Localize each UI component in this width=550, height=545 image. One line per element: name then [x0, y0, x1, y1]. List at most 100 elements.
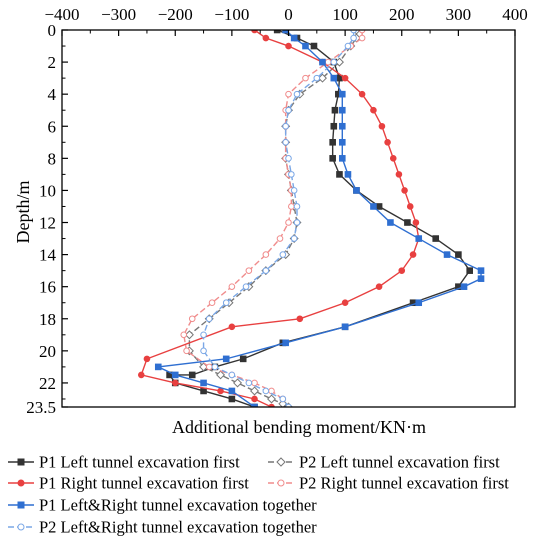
data-point [358, 34, 366, 42]
data-point [250, 386, 260, 396]
y-tick-label: 0 [48, 21, 57, 40]
series-5 [154, 30, 485, 407]
legend-label: P1 Left&Right tunnel excavation together [39, 496, 317, 515]
x-tick-label: 0 [284, 5, 293, 24]
data-point [338, 155, 346, 162]
data-point [216, 370, 226, 380]
y-tick-label: 10 [39, 181, 56, 200]
data-point [302, 74, 309, 82]
data-point [317, 73, 327, 83]
data-point [290, 235, 298, 242]
data-point [338, 138, 346, 146]
series-line [188, 30, 358, 407]
y-axis-title: Depth/m [13, 181, 33, 244]
data-point [205, 363, 213, 371]
x-tick-label: 200 [389, 5, 415, 24]
data-point [188, 371, 196, 379]
data-point [344, 42, 352, 50]
data-point [406, 203, 414, 210]
data-point [222, 355, 230, 363]
y-tick-label: 16 [39, 278, 56, 297]
data-point [171, 379, 179, 387]
y-tick-label: 23.5 [26, 398, 56, 417]
x-tick-label: −100 [214, 5, 249, 24]
data-point [17, 479, 25, 487]
data-point [296, 315, 304, 323]
data-point [17, 458, 25, 466]
data-point [329, 155, 336, 162]
data-point [282, 138, 289, 146]
data-point [353, 187, 360, 194]
data-point [293, 90, 301, 98]
data-point [398, 267, 406, 274]
data-point [282, 122, 289, 130]
data-point [143, 355, 151, 363]
data-point [338, 106, 346, 114]
data-point [17, 523, 25, 531]
x-tick-label: −200 [158, 5, 193, 24]
data-point [228, 371, 236, 379]
data-point [262, 34, 270, 42]
series-3 [137, 30, 423, 407]
data-point [205, 315, 213, 323]
data-point [279, 395, 287, 403]
data-point [329, 138, 336, 146]
data-point [154, 363, 162, 371]
x-tick-label: 300 [446, 5, 472, 24]
data-point [409, 251, 417, 258]
data-point [389, 155, 397, 162]
data-point [336, 171, 343, 178]
data-point [278, 399, 288, 407]
legend-label: P2 Left tunnel excavation first [299, 453, 500, 472]
series-1 [166, 30, 473, 407]
data-point [319, 58, 326, 66]
series-line [140, 30, 420, 407]
data-point [17, 501, 25, 509]
data-point [290, 187, 298, 194]
y-tick-label: 12 [39, 214, 56, 233]
data-point [262, 387, 270, 395]
data-point [358, 90, 366, 98]
data-point [331, 106, 339, 114]
data-point [228, 283, 236, 290]
data-point [293, 219, 301, 226]
data-point [460, 283, 468, 290]
data-point [285, 155, 292, 162]
data-point [375, 203, 383, 210]
data-point [338, 122, 346, 130]
data-point [466, 267, 473, 274]
data-point [180, 331, 188, 339]
y-tick-label: 14 [39, 246, 57, 265]
data-point [285, 219, 292, 226]
data-point [285, 90, 292, 98]
series-line [155, 30, 482, 407]
series-line [183, 30, 363, 400]
data-point [341, 299, 349, 307]
data-point [200, 331, 207, 339]
data-point [370, 203, 377, 210]
data-point [200, 379, 207, 387]
data-point [310, 42, 318, 50]
data-point [370, 106, 377, 114]
x-tick-label: 100 [332, 5, 358, 24]
y-tick-label: 8 [48, 149, 57, 168]
data-point [222, 299, 230, 307]
data-point [313, 74, 321, 82]
data-point [171, 371, 179, 379]
data-point [285, 403, 292, 407]
data-point [288, 203, 295, 210]
data-point [262, 267, 270, 274]
data-point [251, 403, 258, 407]
data-point [268, 403, 275, 407]
data-point [341, 323, 349, 331]
data-point [477, 267, 485, 274]
data-point [276, 457, 286, 467]
legend: P1 Left tunnel excavation first P2 Left t… [8, 453, 509, 537]
y-tick-label: 2 [48, 53, 57, 72]
data-point [228, 323, 236, 331]
data-point [455, 251, 462, 258]
y-tick-label: 6 [48, 117, 57, 136]
data-point [137, 371, 145, 379]
plot-area [137, 30, 485, 407]
